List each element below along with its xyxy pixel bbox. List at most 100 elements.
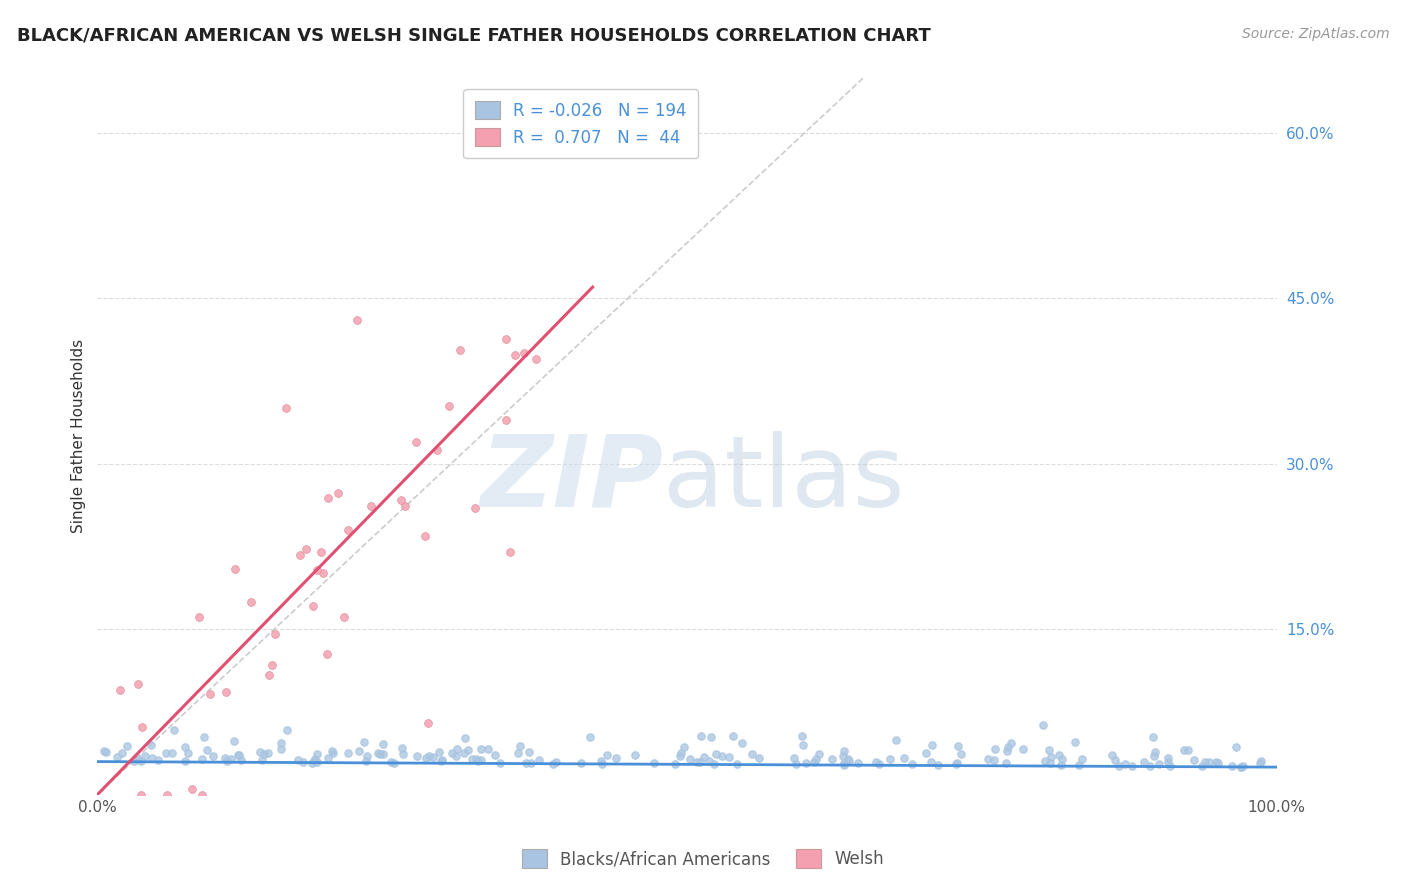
- Point: [250, 753, 273, 767]
- Point: [1173, 743, 1195, 757]
- Point: [316, 647, 339, 661]
- Point: [336, 746, 359, 760]
- Point: [191, 788, 214, 802]
- Text: BLACK/AFRICAN AMERICAN VS WELSH SINGLE FATHER HOUSEHOLDS CORRELATION CHART: BLACK/AFRICAN AMERICAN VS WELSH SINGLE F…: [17, 27, 931, 45]
- Point: [353, 735, 375, 749]
- Point: [302, 599, 325, 614]
- Point: [671, 746, 693, 760]
- Point: [1067, 758, 1090, 772]
- Point: [260, 658, 283, 673]
- Point: [156, 788, 179, 802]
- Point: [117, 739, 139, 754]
- Point: [318, 751, 340, 765]
- Point: [495, 332, 517, 346]
- Point: [1229, 760, 1251, 774]
- Point: [444, 749, 467, 764]
- Point: [792, 738, 814, 752]
- Point: [453, 746, 475, 760]
- Point: [578, 730, 600, 744]
- Point: [1032, 718, 1054, 732]
- Point: [519, 744, 541, 758]
- Point: [543, 756, 565, 771]
- Point: [783, 751, 806, 765]
- Point: [983, 753, 1005, 767]
- Point: [569, 756, 592, 771]
- Point: [741, 747, 763, 761]
- Point: [276, 723, 298, 737]
- Point: [291, 755, 314, 769]
- Point: [470, 742, 492, 756]
- Point: [349, 744, 371, 758]
- Point: [821, 752, 844, 766]
- Point: [127, 752, 149, 766]
- Point: [893, 751, 915, 765]
- Point: [368, 747, 391, 762]
- Point: [643, 756, 665, 771]
- Point: [326, 486, 349, 500]
- Point: [718, 749, 741, 764]
- Point: [425, 442, 447, 457]
- Point: [367, 747, 389, 761]
- Y-axis label: Single Father Households: Single Father Households: [72, 339, 86, 533]
- Text: Source: ZipAtlas.com: Source: ZipAtlas.com: [1241, 27, 1389, 41]
- Point: [464, 752, 486, 766]
- Point: [1191, 759, 1213, 773]
- Point: [1012, 742, 1035, 756]
- Point: [405, 434, 427, 449]
- Point: [394, 499, 416, 513]
- Point: [252, 747, 274, 761]
- Point: [803, 756, 825, 770]
- Point: [228, 747, 250, 762]
- Point: [505, 348, 527, 362]
- Point: [1047, 748, 1070, 763]
- Point: [380, 755, 402, 769]
- Point: [1205, 756, 1227, 770]
- Point: [477, 742, 499, 756]
- Point: [512, 345, 534, 359]
- Point: [945, 757, 967, 772]
- Point: [689, 755, 711, 769]
- Point: [886, 733, 908, 747]
- Point: [868, 756, 890, 771]
- Point: [449, 343, 471, 358]
- Point: [295, 542, 318, 557]
- Point: [515, 756, 537, 771]
- Point: [589, 755, 612, 769]
- Point: [1108, 758, 1130, 772]
- Point: [129, 788, 152, 802]
- Legend: R = -0.026   N = 194, R =  0.707   N =  44: R = -0.026 N = 194, R = 0.707 N = 44: [463, 89, 699, 159]
- Point: [499, 545, 522, 559]
- Point: [1050, 752, 1073, 766]
- Point: [1143, 749, 1166, 764]
- Point: [141, 751, 163, 765]
- Point: [418, 748, 440, 763]
- Point: [356, 749, 378, 764]
- Point: [1230, 760, 1253, 774]
- Point: [129, 754, 152, 768]
- Point: [1114, 756, 1136, 771]
- Point: [430, 753, 453, 767]
- Point: [111, 747, 134, 761]
- Point: [311, 545, 333, 559]
- Point: [697, 754, 720, 768]
- Point: [214, 751, 236, 765]
- Point: [949, 747, 972, 762]
- Point: [1182, 753, 1205, 767]
- Point: [464, 500, 486, 515]
- Point: [382, 756, 405, 770]
- Point: [807, 747, 830, 761]
- Point: [1198, 755, 1220, 769]
- Point: [173, 740, 195, 755]
- Point: [219, 752, 242, 766]
- Point: [124, 754, 146, 768]
- Point: [1232, 759, 1254, 773]
- Point: [495, 413, 517, 427]
- Point: [1104, 753, 1126, 767]
- Point: [1177, 743, 1199, 757]
- Point: [672, 740, 695, 755]
- Point: [1038, 743, 1060, 757]
- Point: [139, 738, 162, 752]
- Point: [270, 736, 292, 750]
- Point: [544, 755, 567, 769]
- Point: [624, 747, 647, 762]
